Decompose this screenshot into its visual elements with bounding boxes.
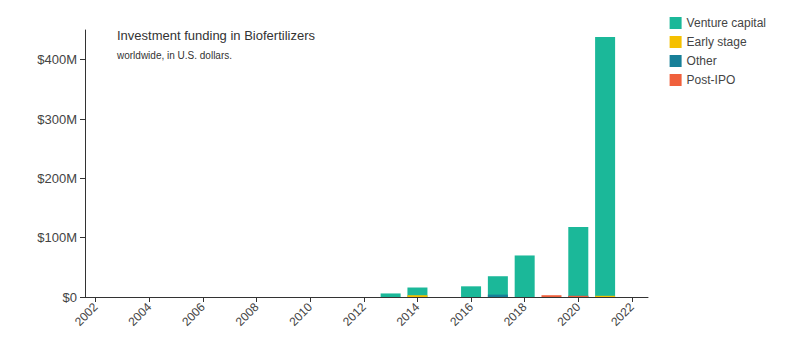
svg-text:Post-IPO: Post-IPO [687,73,736,87]
svg-text:$200M: $200M [37,171,77,186]
svg-text:2004: 2004 [126,300,155,329]
svg-text:worldwide, in U.S. dollars.: worldwide, in U.S. dollars. [116,50,232,61]
svg-text:2022: 2022 [608,300,637,329]
svg-text:$0: $0 [63,290,77,305]
svg-text:$300M: $300M [37,112,77,127]
svg-text:2008: 2008 [233,300,262,329]
svg-text:2016: 2016 [447,300,476,329]
svg-text:2020: 2020 [554,300,583,329]
svg-text:2012: 2012 [340,300,369,329]
svg-text:$400M: $400M [37,52,77,67]
svg-text:2018: 2018 [501,300,530,329]
svg-text:Investment funding in Bioferti: Investment funding in Biofertilizers [117,28,315,43]
svg-text:Early stage: Early stage [687,35,747,49]
svg-text:Venture capital: Venture capital [687,16,766,30]
svg-text:2002: 2002 [72,300,101,329]
svg-text:$100M: $100M [37,230,77,245]
svg-text:2010: 2010 [286,300,315,329]
svg-text:2014: 2014 [394,300,423,329]
svg-text:2006: 2006 [179,300,208,329]
svg-text:Other: Other [687,54,717,68]
